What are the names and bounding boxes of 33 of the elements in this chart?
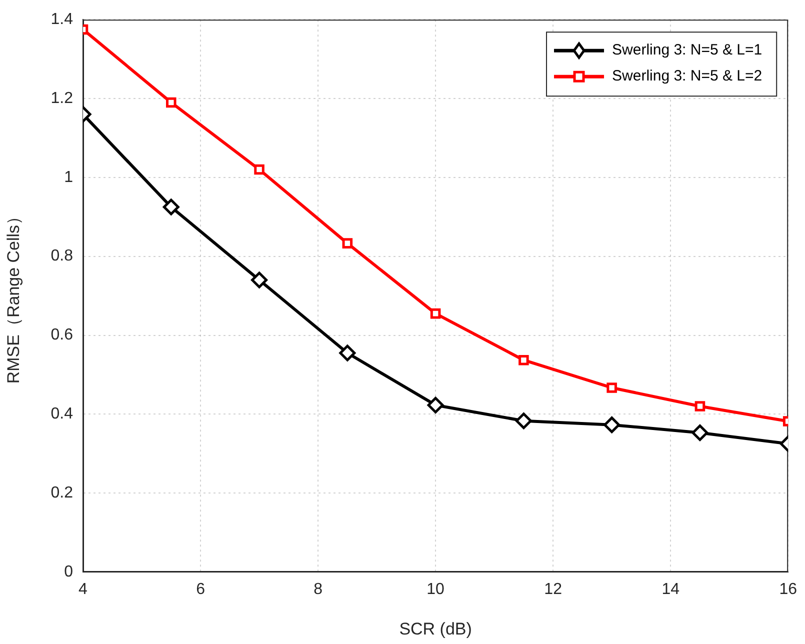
- y-tick-label: 0.4: [50, 406, 74, 423]
- point: [515, 412, 532, 430]
- x-tick-label: 14: [662, 581, 680, 598]
- point: [254, 164, 264, 175]
- point: [518, 354, 529, 366]
- point: [694, 401, 706, 412]
- y-tick-label: 0.6: [50, 326, 74, 344]
- x-tick-label: 10: [426, 581, 445, 598]
- point: [339, 344, 356, 362]
- x-tick-label: 4: [78, 581, 88, 598]
- legend-label: Swerling 3: N=5 & L=1: [612, 42, 762, 59]
- point: [606, 382, 617, 393]
- point: [162, 198, 180, 216]
- point: [342, 238, 353, 248]
- x-tick-label: 6: [196, 581, 206, 598]
- x-axis-title: SCR (dB): [399, 619, 472, 638]
- x-tick-label: 16: [779, 581, 798, 598]
- x-tick-label: 8: [314, 581, 323, 598]
- y-tick-label: 0.2: [50, 484, 74, 502]
- y-tick-label: 1.4: [50, 11, 74, 28]
- point: [251, 272, 268, 288]
- y-tick-label: 1.2: [50, 90, 74, 107]
- point: [430, 308, 441, 319]
- point: [427, 396, 444, 414]
- y-tick-label: 1: [64, 168, 74, 186]
- x-tick-label: 12: [544, 581, 562, 598]
- point: [166, 97, 176, 108]
- legend-label: Swerling 3: N=5 & L=2: [612, 68, 762, 85]
- point: [604, 416, 620, 434]
- point: [692, 424, 708, 441]
- y-tick-label: 0.8: [50, 248, 74, 265]
- y-tick-label: 0: [64, 563, 74, 580]
- y-axis-title: RMSE（Range Cells）: [4, 208, 23, 384]
